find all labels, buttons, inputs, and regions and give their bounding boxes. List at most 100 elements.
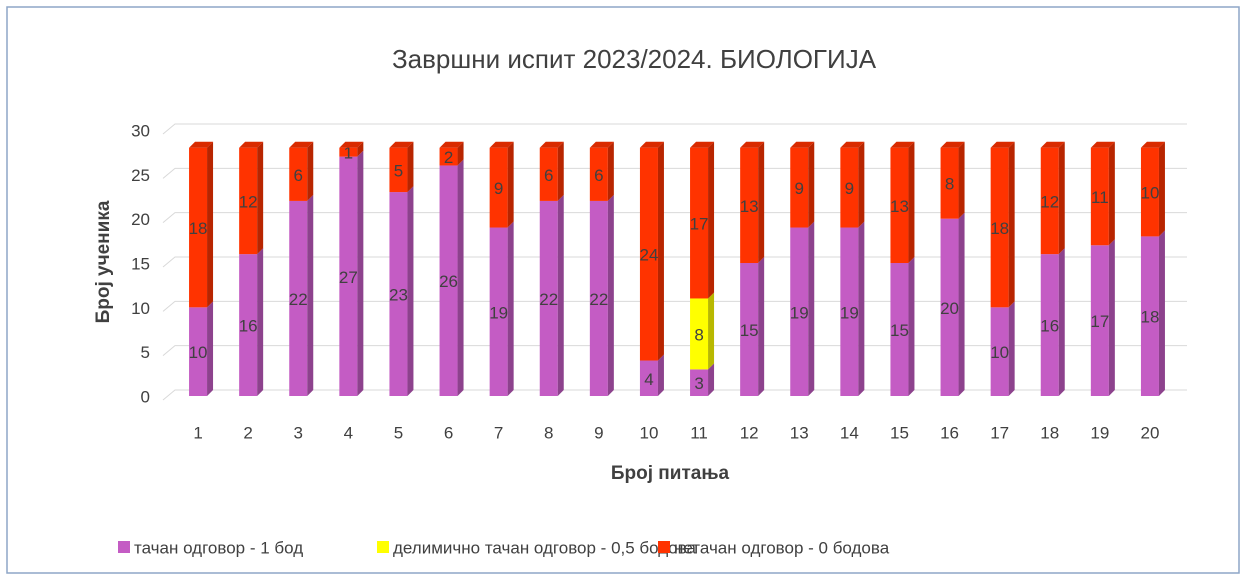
bar	[189, 147, 208, 308]
bar	[189, 307, 208, 396]
y-tick-label: 30	[131, 121, 150, 140]
x-tick-label: 19	[1090, 423, 1109, 442]
bar	[439, 147, 458, 166]
data-label: 16	[239, 317, 258, 336]
data-label: 22	[589, 290, 608, 309]
bar-side	[507, 141, 514, 228]
x-tick-label: 1	[193, 423, 202, 442]
x-tick-label: 11	[690, 423, 708, 442]
x-tick-label: 3	[294, 423, 303, 442]
data-label: 9	[845, 179, 854, 198]
y-tick-label: 20	[131, 210, 150, 229]
bar-top	[1140, 141, 1165, 148]
bar-side	[808, 141, 815, 228]
bar-top	[690, 141, 715, 148]
bar-side	[1058, 141, 1065, 255]
bar-top	[389, 141, 414, 148]
data-label: 6	[594, 166, 603, 185]
data-label: 1	[344, 144, 353, 163]
bar-side	[407, 186, 414, 396]
bar-top	[439, 141, 464, 148]
bar	[990, 307, 1009, 396]
bar	[890, 263, 909, 396]
data-label: 13	[740, 197, 759, 216]
y-tick-label: 25	[131, 166, 150, 185]
bar	[890, 147, 909, 263]
bar	[239, 254, 258, 396]
data-label: 8	[694, 325, 703, 344]
bar-side	[507, 221, 514, 396]
bar-side	[607, 194, 614, 396]
bar	[690, 147, 709, 299]
x-tick-label: 17	[990, 423, 1009, 442]
data-label: 16	[1040, 317, 1059, 336]
data-label: 18	[990, 219, 1009, 238]
x-tick-label: 7	[494, 423, 503, 442]
bar-side	[908, 141, 915, 263]
bar	[1040, 254, 1059, 396]
bar-side	[1108, 239, 1115, 396]
data-label: 23	[389, 286, 408, 305]
bar	[389, 147, 408, 193]
data-label: 5	[394, 161, 403, 180]
bar	[740, 263, 759, 396]
data-label: 9	[795, 179, 804, 198]
y-tick-label: 0	[141, 387, 150, 406]
bar-side	[858, 141, 865, 228]
bar-side	[958, 212, 965, 396]
y-tick-label: 10	[131, 299, 150, 318]
x-tick-label: 4	[344, 423, 353, 442]
data-label: 20	[940, 299, 959, 318]
bar	[639, 360, 658, 396]
bar-top	[489, 141, 514, 148]
data-label: 10	[1140, 184, 1159, 203]
bar-top	[539, 141, 564, 148]
bar	[389, 192, 408, 396]
data-label: 12	[1040, 192, 1059, 211]
bar	[940, 147, 959, 219]
bar	[439, 165, 458, 396]
bar	[589, 147, 608, 201]
bar	[489, 147, 508, 228]
bar	[790, 227, 809, 396]
data-label: 3	[694, 374, 703, 393]
bar-side	[457, 159, 464, 396]
bar-side	[557, 194, 564, 396]
data-label: 22	[539, 290, 558, 309]
bar-side	[808, 221, 815, 396]
x-tick-label: 10	[639, 423, 658, 442]
data-label: 18	[1140, 308, 1159, 327]
bar-top	[990, 141, 1015, 148]
bar-side	[1158, 141, 1165, 237]
bar-side	[708, 363, 715, 396]
bar-side	[708, 141, 715, 299]
x-tick-label: 15	[890, 423, 909, 442]
data-label: 17	[1090, 312, 1109, 331]
legend-label: тачан одговор - 1 бод	[134, 538, 303, 557]
data-label: 18	[189, 219, 208, 238]
x-tick-label: 8	[544, 423, 553, 442]
bar-side	[357, 141, 364, 157]
x-axis-label: Број питања	[611, 463, 730, 484]
bar	[289, 147, 308, 201]
data-label: 2	[444, 148, 453, 167]
bar-top	[589, 141, 614, 148]
bar-side	[1158, 230, 1165, 396]
data-label: 13	[890, 197, 909, 216]
bar-top	[1040, 141, 1065, 148]
bar-top	[189, 141, 214, 148]
data-label: 6	[544, 166, 553, 185]
x-tick-label: 20	[1140, 423, 1159, 442]
bar	[840, 227, 859, 396]
data-label: 10	[990, 343, 1009, 362]
bar	[589, 200, 608, 396]
bar	[339, 156, 358, 396]
bar-side	[557, 141, 564, 201]
data-label: 6	[294, 166, 303, 185]
bar	[1090, 245, 1109, 396]
bar-top	[840, 141, 865, 148]
bar	[489, 227, 508, 396]
data-label: 9	[494, 179, 503, 198]
bar-side	[1058, 248, 1065, 396]
y-axis-label: Број ученика	[93, 200, 114, 323]
